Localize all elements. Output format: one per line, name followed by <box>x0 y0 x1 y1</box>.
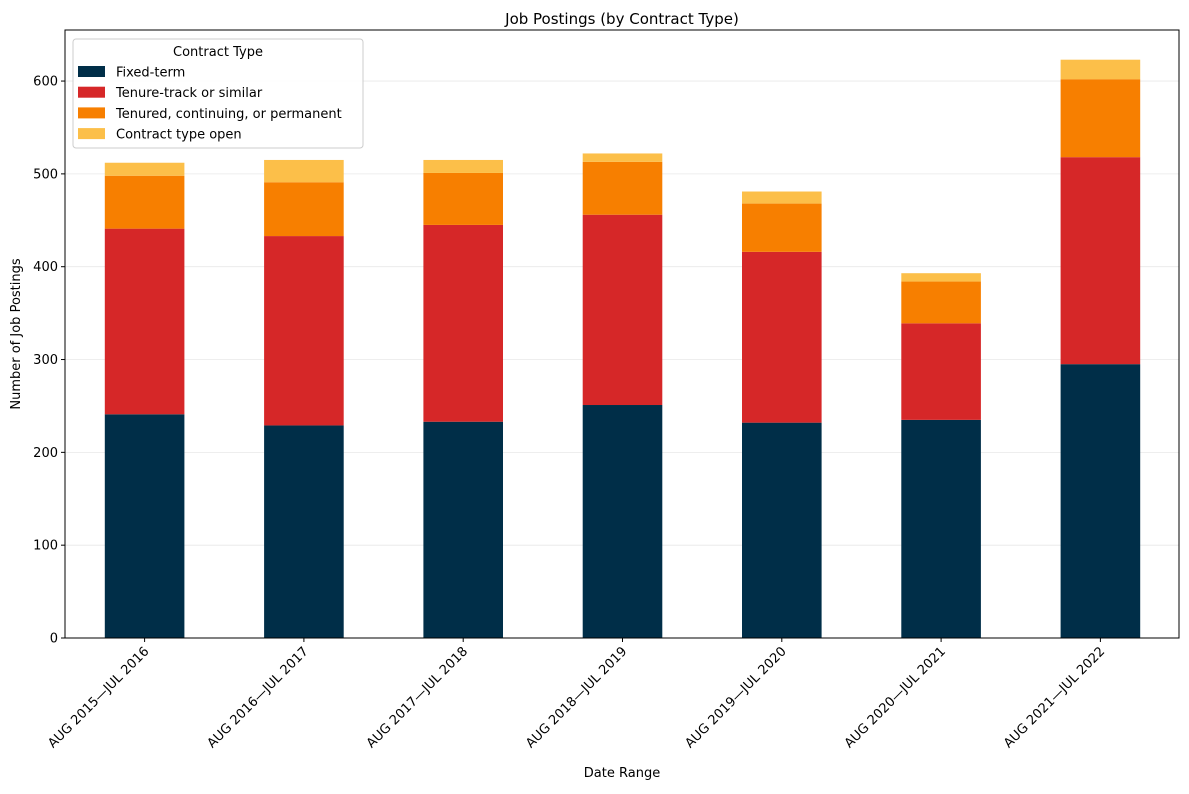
x-tick-label: AUG 2015—JUL 2016 <box>45 644 152 751</box>
x-tick-label: AUG 2020—JUL 2021 <box>842 644 949 751</box>
bar-fixed-term <box>582 405 663 638</box>
x-tick-label: AUG 2017—JUL 2018 <box>364 644 471 751</box>
bar-fixed-term <box>264 425 344 638</box>
bars <box>104 59 1141 638</box>
bar-fixed-term <box>742 422 822 638</box>
bar-contract-type-open <box>104 162 185 176</box>
y-tick-label: 600 <box>33 75 58 90</box>
legend-label: Contract type open <box>116 128 242 143</box>
bar-tenure-track-or-similar <box>423 224 503 422</box>
bar-tenure-track-or-similar <box>1060 157 1141 365</box>
bar-tenured-continuing-or-permanent <box>582 161 663 215</box>
x-tick-label: AUG 2019—JUL 2020 <box>682 644 789 751</box>
y-tick-label: 100 <box>33 539 58 554</box>
bar-fixed-term <box>901 419 981 638</box>
y-tick-label: 200 <box>33 446 58 461</box>
bar-tenure-track-or-similar <box>901 323 981 420</box>
bar-tenured-continuing-or-permanent <box>104 175 185 229</box>
bar-tenured-continuing-or-permanent <box>264 182 344 237</box>
bar-tenure-track-or-similar <box>104 228 185 415</box>
bar-tenure-track-or-similar <box>742 251 822 423</box>
x-tick-label: AUG 2021—JUL 2022 <box>1001 644 1108 751</box>
y-tick-label: 300 <box>33 353 58 368</box>
bar-contract-type-open <box>582 153 663 162</box>
bar-contract-type-open <box>901 273 981 282</box>
bar-tenure-track-or-similar <box>264 236 344 426</box>
legend-swatch <box>78 66 105 77</box>
y-axis: 0 100 200 300 400 500 600 <box>33 75 65 647</box>
bar-tenured-continuing-or-permanent <box>1060 79 1141 158</box>
legend-box <box>72 38 364 149</box>
bar-fixed-term <box>104 414 185 638</box>
bar-contract-type-open <box>742 191 822 204</box>
legend-swatch <box>78 86 105 98</box>
bar-tenured-continuing-or-permanent <box>423 172 503 225</box>
y-tick-label: 400 <box>33 260 58 275</box>
legend-label: Tenured, continuing, or permanent <box>115 107 342 122</box>
x-axis: AUG 2015—JUL 2016 AUG 2016—JUL 2017 AUG 20… <box>45 638 1108 751</box>
x-axis-label: Date Range <box>584 766 660 781</box>
bar-fixed-term <box>1060 364 1141 638</box>
bar-tenured-continuing-or-permanent <box>901 281 981 324</box>
bar-tenured-continuing-or-permanent <box>742 203 822 252</box>
legend-swatch <box>78 128 105 140</box>
bar-tenure-track-or-similar <box>582 214 663 406</box>
legend-swatch <box>78 107 105 119</box>
bar-contract-type-open <box>1060 59 1141 80</box>
y-tick-label: 0 <box>50 632 58 647</box>
legend: Contract Type Fixed-term Tenure-track or … <box>72 38 364 149</box>
legend-items: Fixed-term Tenure-track or similar Tenured… <box>78 66 342 143</box>
bar-contract-type-open <box>423 159 503 173</box>
legend-label: Tenure-track or similar <box>115 86 263 101</box>
y-axis-label: Number of Job Postings <box>9 258 24 409</box>
bar-contract-type-open <box>264 159 344 183</box>
x-tick-label: AUG 2016—JUL 2017 <box>205 644 312 751</box>
legend-label: Fixed-term <box>116 66 185 81</box>
chart-title: Job Postings (by Contract Type) <box>504 10 739 28</box>
legend-title: Contract Type <box>173 45 263 60</box>
bar-fixed-term <box>423 421 503 638</box>
y-tick-label: 500 <box>33 167 58 182</box>
x-tick-label: AUG 2018—JUL 2019 <box>523 644 630 751</box>
